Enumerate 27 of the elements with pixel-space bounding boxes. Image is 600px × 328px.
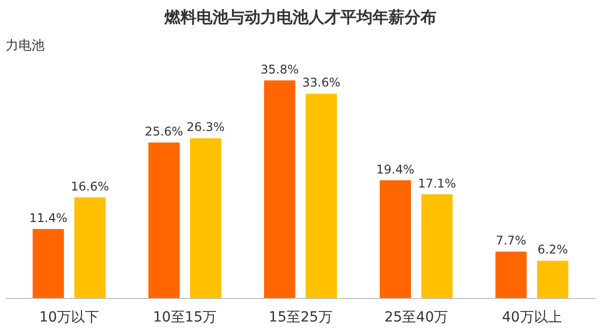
data-label: 16.6% [70, 179, 110, 194]
bar [537, 260, 568, 298]
bar [190, 138, 222, 298]
data-label: 19.4% [376, 162, 414, 176]
data-label: 33.6% [302, 76, 340, 90]
data-label: 35.8% [260, 62, 299, 76]
bar [421, 194, 453, 298]
x-tick-label: 40万以上 [502, 310, 562, 326]
bar [380, 180, 411, 298]
x-tick-label: 25至40万 [384, 310, 448, 326]
bar [264, 80, 296, 298]
data-label: 17.1% [418, 176, 456, 190]
data-label: 11.4% [29, 211, 68, 226]
bar [306, 94, 337, 298]
text: 力电池 [6, 38, 44, 54]
data-label: 7.7% [496, 234, 526, 248]
x-tick-label: 10万以下 [39, 310, 100, 326]
data-label: 6.2% [537, 242, 568, 257]
bar [74, 197, 106, 298]
data-label: 25.6% [144, 124, 184, 138]
bar [32, 229, 64, 298]
bar [495, 252, 527, 298]
data-label: 26.3% [186, 120, 225, 134]
x-tick-label: 10至15万 [153, 310, 217, 326]
chart-title: 燃料电池与动力电池人才平均年薪分布 [164, 8, 436, 26]
x-tick-label: 15至25万 [268, 310, 332, 326]
bar [148, 142, 180, 298]
